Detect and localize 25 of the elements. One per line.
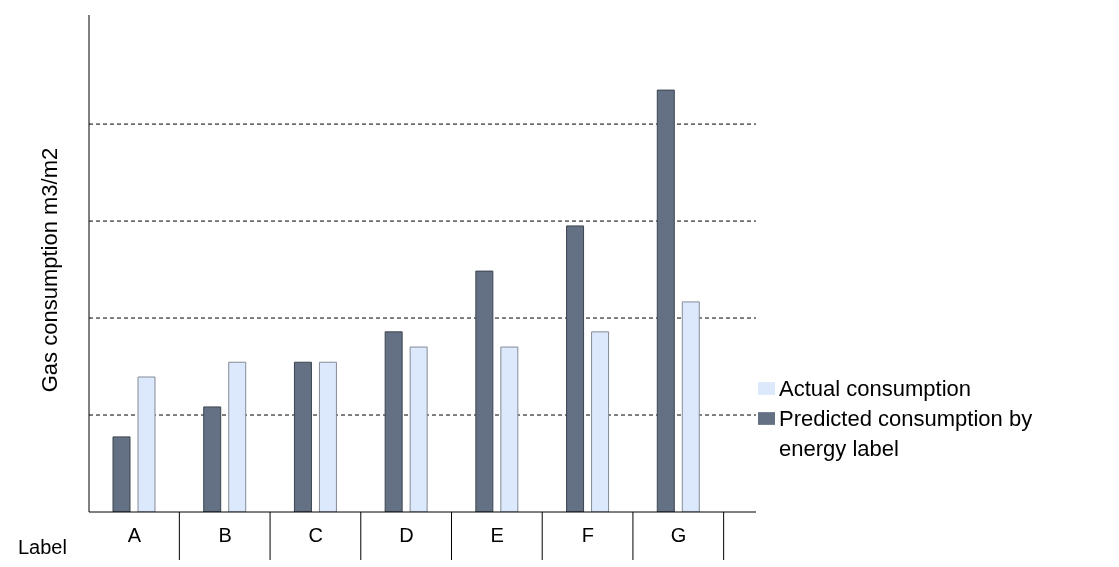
bar (293, 361, 312, 512)
bar (681, 301, 700, 512)
x-axis-title: Label (18, 536, 67, 559)
x-tick-label: A (127, 524, 142, 546)
bar (656, 89, 675, 512)
legend-label: Actual consumption (779, 375, 972, 403)
bar (318, 361, 337, 512)
bar (475, 270, 494, 512)
x-tick-label: D (399, 524, 414, 546)
bar (566, 225, 585, 512)
y-axis-title: Gas consumption m3/m2 (37, 147, 63, 393)
x-tick-label: G (670, 524, 687, 546)
x-tick-label: B (218, 524, 232, 546)
bar (591, 331, 610, 512)
bar (228, 361, 247, 512)
legend-label: Predicted consumption by energy label (779, 405, 1034, 463)
bar (203, 406, 222, 512)
x-tick-label: C (308, 524, 324, 546)
bar (137, 376, 156, 512)
x-tick-label: E (490, 524, 504, 546)
bar (112, 436, 131, 512)
x-tick-label: F (581, 524, 595, 546)
bar (500, 346, 519, 512)
bar (384, 331, 403, 512)
bar (409, 346, 428, 512)
